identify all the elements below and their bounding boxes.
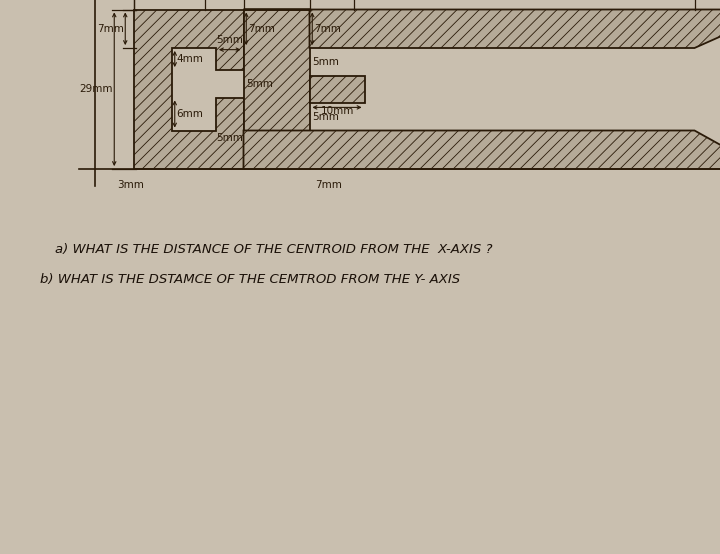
Text: 7mm: 7mm: [314, 24, 341, 34]
Text: 4mm: 4mm: [176, 54, 203, 64]
Text: b) WHAT IS THE DSTAMCE OF THE CEMTROD FROM THE Y- AXIS: b) WHAT IS THE DSTAMCE OF THE CEMTROD FR…: [40, 273, 460, 285]
Polygon shape: [243, 131, 720, 169]
Text: 10mm: 10mm: [320, 106, 354, 116]
Polygon shape: [133, 9, 243, 169]
Text: 6mm: 6mm: [176, 109, 203, 119]
Text: 3mm: 3mm: [117, 180, 144, 190]
Text: 5mm: 5mm: [312, 112, 339, 122]
Text: 7mm: 7mm: [96, 24, 124, 34]
Text: 29mm: 29mm: [79, 84, 112, 94]
Text: 5mm: 5mm: [216, 134, 243, 143]
Text: a) WHAT IS THE DISTANCE OF THE CENTROID FROM THE  X-AXIS ?: a) WHAT IS THE DISTANCE OF THE CENTROID …: [55, 243, 492, 255]
Polygon shape: [243, 9, 720, 48]
Text: 5mm: 5mm: [246, 79, 273, 89]
Text: 7mm: 7mm: [248, 24, 275, 34]
Text: 5mm: 5mm: [312, 57, 339, 66]
Text: 7mm: 7mm: [315, 180, 342, 190]
Polygon shape: [243, 9, 310, 169]
Polygon shape: [310, 75, 364, 103]
Text: 5mm: 5mm: [216, 35, 243, 45]
